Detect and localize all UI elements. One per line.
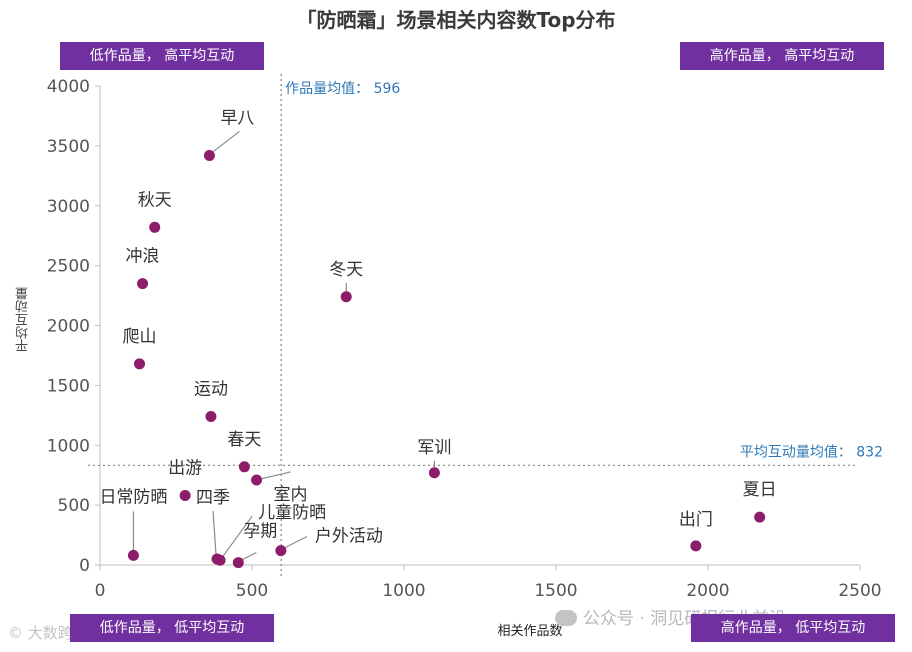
quadrant-label-top-right: 高作品量， 高平均互动	[680, 42, 884, 70]
leader-line	[222, 515, 253, 557]
x-tick-label: 1500	[534, 581, 577, 601]
data-point	[754, 511, 766, 523]
y-tick-label: 3000	[47, 197, 90, 217]
x-mean-label: 作品量均值： 596	[285, 81, 400, 97]
leader-line	[212, 510, 217, 556]
data-point	[275, 545, 287, 557]
leader-line	[260, 471, 291, 480]
data-point-label: 运动	[194, 380, 228, 400]
y-tick-label: 1000	[47, 436, 90, 456]
data-point	[149, 221, 161, 233]
data-point	[214, 554, 226, 566]
data-point	[690, 540, 702, 552]
y-axis-label: 平均互动量	[16, 287, 31, 353]
data-point-label: 秋天	[138, 190, 172, 210]
data-point	[205, 411, 217, 423]
data-point	[203, 149, 215, 161]
y-mean-label: 平均互动量均值： 832	[740, 444, 883, 460]
axes: 0 500 1000 1500 2000 2500 0 500 1000 1500 2000 2500…	[47, 77, 882, 601]
data-point	[340, 291, 352, 303]
data-point	[127, 549, 139, 561]
y-tick-label: 2000	[47, 317, 90, 337]
y-tick-label: 0	[79, 556, 90, 576]
y-tick-label: 4000	[47, 77, 90, 97]
mean-reference-lines: 作品量均值： 596 平均互动量均值： 832	[88, 74, 883, 578]
leader-line	[284, 536, 308, 549]
x-tick-label: 1000	[382, 581, 425, 601]
y-tick-label: 500	[58, 496, 90, 516]
y-tick-label: 1500	[47, 376, 90, 396]
data-point	[179, 490, 191, 502]
data-point-label: 出门	[679, 510, 713, 530]
data-point	[251, 474, 263, 486]
data-point-label: 早八	[220, 108, 254, 128]
data-point-label: 户外活动	[315, 527, 383, 547]
data-point	[238, 461, 250, 473]
data-point	[232, 557, 244, 569]
data-point	[134, 358, 146, 370]
data-point-label: 出游	[168, 459, 202, 479]
x-axis-label: 相关作品数	[497, 624, 563, 639]
leader-line	[242, 552, 257, 561]
y-tick-label: 3500	[47, 137, 90, 157]
quadrant-label-top-left: 低作品量， 高平均互动	[60, 42, 264, 70]
data-point-label: 四季	[196, 488, 230, 508]
x-tick-label: 0	[95, 581, 106, 601]
data-point	[428, 467, 440, 479]
data-point-label: 爬山	[123, 327, 157, 347]
data-point-label: 冬天	[329, 260, 363, 280]
data-point-label: 夏日	[743, 480, 777, 500]
data-point-label: 室内	[274, 485, 308, 505]
x-tick-label: 2000	[686, 581, 729, 601]
x-tick-label: 2500	[838, 581, 881, 601]
quadrant-label-bottom-left: 低作品量， 低平均互动	[70, 614, 274, 642]
quadrant-label-bottom-right: 高作品量， 低平均互动	[691, 614, 895, 642]
chart-title: 「防晒霜」场景相关内容数Top分布	[296, 8, 616, 32]
wechat-icon	[555, 610, 577, 626]
y-tick-label: 2500	[47, 257, 90, 277]
data-point-label: 军训	[417, 438, 451, 458]
leader-line	[213, 130, 240, 152]
x-tick-label: 500	[236, 581, 268, 601]
data-point-label: 孕期	[243, 522, 277, 542]
data-point-label: 春天	[227, 430, 261, 450]
data-point-label: 儿童防晒	[258, 503, 326, 523]
data-point-label: 冲浪	[126, 247, 160, 267]
data-point	[137, 278, 149, 290]
data-point-label: 日常防晒	[99, 487, 167, 507]
